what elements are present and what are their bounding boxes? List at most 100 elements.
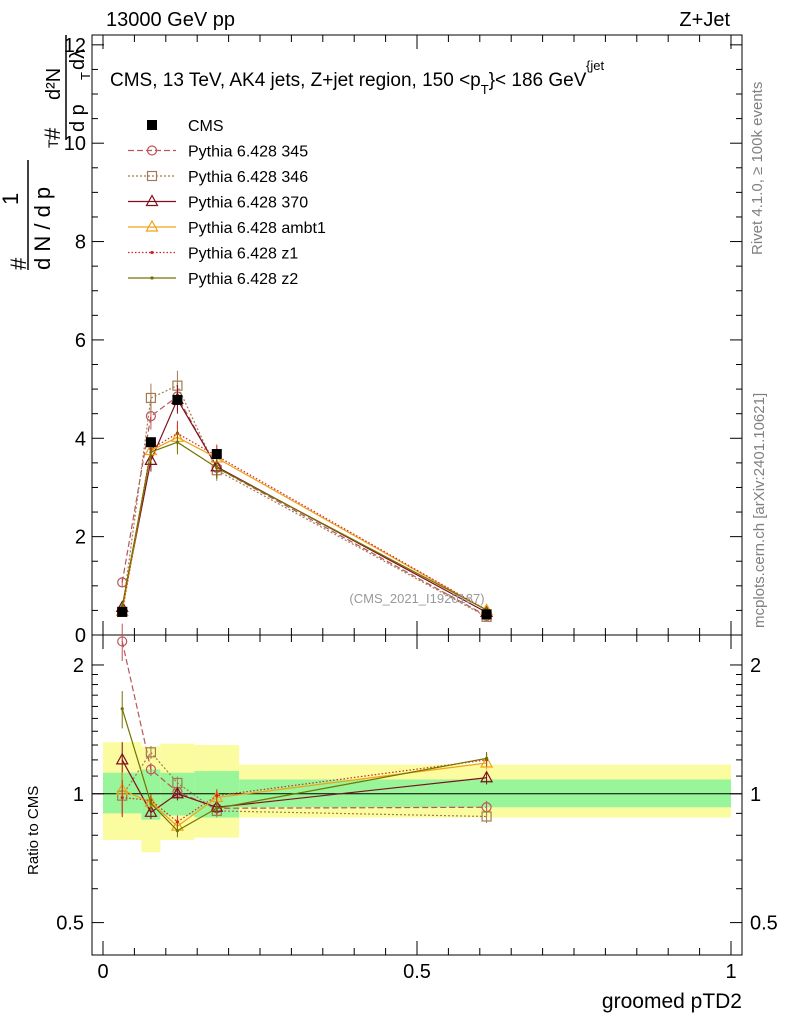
ratio-point: [215, 806, 219, 810]
legend-item: Pythia 6.428 370: [128, 194, 308, 212]
legend-item: Pythia 6.428 346: [128, 169, 308, 186]
series-point: [149, 450, 153, 454]
ratio-panel: 0.5 0.5 1 1 2 2 0 0.5 1: [56, 623, 778, 983]
series-point: [215, 466, 219, 470]
ratio-point: [215, 794, 219, 798]
header-process: Z+Jet: [679, 9, 730, 31]
ylabel-hash-2: #: [40, 127, 65, 140]
legend-label: Pythia 6.428 ambt1: [188, 220, 326, 237]
rivet-version-label: Rivet 4.1.0, ≥ 100k events: [749, 82, 766, 255]
xtick-label: 1: [725, 961, 736, 983]
legend-marker: [146, 145, 158, 156]
ratio-point: [145, 747, 157, 758]
ratio-ytick-label: 0.5: [56, 913, 84, 935]
ratio-point: [170, 786, 184, 799]
legend-label: Pythia 6.428 z1: [188, 246, 298, 263]
main-ytick-label: 2: [75, 527, 86, 549]
cms-data-point: [117, 606, 128, 617]
title-sup: {jet: [586, 58, 604, 73]
ratio-ytick-label-right: 0.5: [750, 913, 778, 935]
legend-label: Pythia 6.428 370: [188, 195, 308, 212]
main-ylabel: # 1 d N / d p T # d²N d p T dλ: [0, 35, 93, 270]
legend-label: Pythia 6.428 346: [188, 169, 308, 186]
ratio-ylabel: Ratio to CMS: [25, 786, 42, 875]
legend-label: CMS: [188, 118, 224, 135]
legend-marker: [145, 219, 159, 232]
title-tail: }< 186 GeV: [489, 70, 587, 91]
ratio-series-pythia-6-428-z2: [120, 691, 489, 838]
ylabel-one: 1: [0, 193, 23, 205]
series-pythia-6-428-ambt1: [115, 424, 494, 616]
ratio-series: [115, 623, 494, 838]
series-line: [121, 436, 487, 612]
legend-marker: [146, 170, 158, 182]
cms-data-point: [481, 609, 492, 620]
mcplots-label: mcplots.cern.ch [arXiv:2401.10621]: [751, 393, 768, 628]
ylabel-dl: dλ: [67, 49, 89, 70]
ratio-ytick-label-right: 2: [750, 655, 761, 677]
main-ytick-label: 8: [75, 232, 86, 254]
series-line: [121, 432, 487, 613]
legend-marker: [147, 120, 157, 130]
main-ytick-label: 0: [75, 625, 86, 647]
series-line: [121, 441, 487, 611]
main-ytick-label: 10: [64, 133, 86, 155]
series-point: [144, 453, 158, 466]
series-line: [121, 384, 487, 618]
main-axis-ticks: 0 2 4 6 8 10 12: [64, 35, 742, 647]
ratio-point: [480, 770, 494, 783]
ratio-point: [115, 752, 129, 765]
ratio-ytick-label-right: 1: [750, 784, 761, 806]
ratio-point: [120, 795, 124, 800]
ratio-point: [175, 820, 180, 824]
series-point: [175, 440, 180, 444]
ratio-ytick-label: 2: [73, 655, 84, 677]
series-pythia-6-428-z1: [120, 420, 489, 616]
ylabel-den-sub: T: [78, 72, 93, 80]
title-sub: T: [481, 82, 489, 97]
legend-item: CMS: [147, 118, 224, 135]
ratio-point: [480, 755, 494, 768]
main-ytick-label: 4: [75, 428, 86, 450]
main-title: CMS, 13 TeV, AK4 jets, Z+jet region, 150…: [110, 58, 604, 97]
cms-data-point: [145, 437, 156, 448]
ratio-point: [481, 811, 492, 822]
ratio-point: [144, 805, 158, 817]
watermark: (CMS_2021_I1920187): [349, 591, 484, 606]
xtick-label: 0: [97, 961, 108, 983]
main-ytick-label: 6: [75, 330, 86, 352]
ylabel-num: d²N: [43, 68, 65, 100]
legend-label: Pythia 6.428 z2: [188, 271, 298, 288]
x-axis-label: groomed pTD2: [602, 990, 742, 1013]
main-panel: 0 2 4 6 8 10 12 (CMS_2021_I1920187) CMS, 13 Te…: [64, 34, 743, 647]
legend: CMS Pythia 6.428 345 Pythia 6.428 346 Pythi…: [128, 118, 326, 288]
ylabel-hash-1: #: [6, 257, 31, 270]
ylabel-dn-sub: T: [45, 139, 61, 148]
ratio-bands: [92, 742, 742, 853]
svg-text:CMS, 13 TeV, AK4 jets, Z+jet r: CMS, 13 TeV, AK4 jets, Z+jet region, 150…: [110, 70, 587, 97]
series-cms: [117, 394, 492, 620]
legend-item: Pythia 6.428 z1: [128, 246, 298, 263]
cms-data-point: [172, 394, 183, 405]
title-main: CMS, 13 TeV, AK4 jets, Z+jet region, 150…: [110, 70, 481, 91]
ratio-axis-ticks: 0.5 0.5 1 1 2 2 0 0.5 1: [56, 635, 778, 983]
ratio-ytick-label: 1: [73, 784, 84, 806]
series-pythia-6-428-z2: [120, 430, 489, 614]
ratio-line: [122, 759, 487, 823]
ratio-point: [120, 707, 124, 711]
legend-item: Pythia 6.428 z2: [128, 271, 298, 288]
xtick-label: 0.5: [403, 961, 431, 983]
ylabel-dn: d N / d p: [30, 187, 55, 270]
series-point: [145, 392, 157, 404]
legend-marker: [150, 250, 154, 255]
ratio-point: [149, 801, 153, 805]
header-energy: 13000 GeV pp: [106, 9, 235, 31]
legend-marker: [150, 276, 154, 280]
main-ytick-label: 12: [64, 35, 86, 57]
ylabel-den: d p: [67, 104, 89, 132]
legend-marker: [145, 194, 159, 207]
legend-item: Pythia 6.428 ambt1: [128, 219, 326, 237]
main-series: [115, 370, 494, 622]
ratio-point: [145, 764, 157, 775]
